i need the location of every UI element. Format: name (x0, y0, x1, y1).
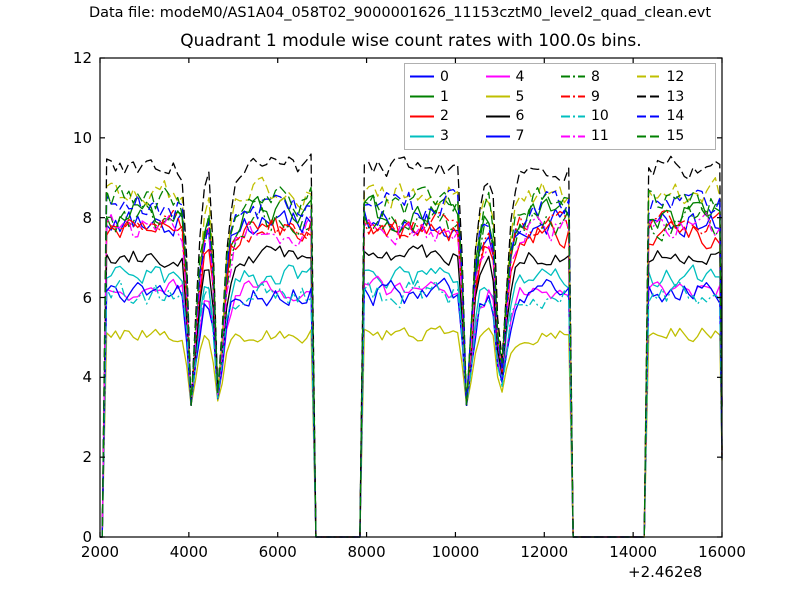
legend-label-6: 6 (515, 108, 525, 125)
y-tick-label: 12 (72, 49, 92, 67)
legend-item-7[interactable]: 7 (485, 126, 561, 146)
y-tick-label: 10 (72, 128, 92, 147)
legend-label-14: 14 (666, 108, 685, 125)
x-tick-label: 6000 (258, 543, 297, 561)
legend-item-3[interactable]: 3 (409, 126, 485, 146)
series-line-15 (100, 184, 723, 538)
x-tick-label: 2000 (80, 543, 120, 561)
legend-swatch-5 (485, 95, 510, 98)
legend-item-8[interactable]: 8 (560, 67, 636, 87)
series-line-5 (100, 325, 723, 538)
y-tick-label: 4 (82, 368, 92, 387)
legend-item-0[interactable]: 0 (409, 67, 485, 87)
series-line-4 (100, 275, 723, 538)
x-tick-label: 16000 (698, 543, 746, 561)
legend-label-5: 5 (515, 88, 525, 105)
legend-swatch-6 (485, 115, 510, 118)
series-line-12 (100, 176, 723, 538)
legend-item-12[interactable]: 12 (636, 67, 712, 87)
legend-label-13: 13 (666, 88, 685, 105)
legend-label-11: 11 (591, 128, 609, 145)
legend-label-7: 7 (515, 128, 525, 145)
legend-item-4[interactable]: 4 (485, 67, 561, 87)
series-line-13 (100, 153, 723, 538)
x-tick-label: 10000 (431, 543, 480, 561)
legend-item-6[interactable]: 6 (485, 107, 561, 127)
legend-label-10: 10 (591, 108, 609, 125)
data-file-label: Data file: modeM0/AS1A04_058T02_90000016… (88, 5, 712, 21)
legend-swatch-8 (561, 75, 585, 78)
x-tick-label: 12000 (520, 543, 569, 561)
series-line-3 (100, 264, 723, 538)
legend-item-13[interactable]: 13 (636, 87, 712, 107)
legend-swatch-7 (485, 135, 510, 138)
legend-label-8: 8 (591, 68, 600, 85)
x-tick-label: 4000 (169, 543, 208, 561)
legend[interactable]: 0 1 2 3 4 5 6 7 8 9 10 11 12 13 14 15 (404, 63, 716, 150)
legend-swatch-10 (561, 115, 585, 118)
series-line-10 (100, 279, 723, 538)
legend-item-10[interactable]: 10 (560, 107, 636, 127)
legend-label-1: 1 (440, 88, 449, 105)
legend-swatch-0 (410, 75, 434, 78)
x-tick-label: 14000 (609, 543, 657, 561)
legend-item-15[interactable]: 15 (636, 126, 712, 146)
legend-item-5[interactable]: 5 (485, 87, 561, 107)
legend-swatch-11 (561, 135, 585, 138)
x-tick-label: 8000 (347, 543, 386, 561)
legend-swatch-1 (410, 95, 434, 98)
legend-swatch-4 (485, 75, 510, 78)
legend-item-2[interactable]: 2 (409, 107, 485, 127)
y-tick-label: 6 (82, 288, 92, 307)
y-tick-label: 2 (82, 448, 92, 467)
legend-label-3: 3 (440, 128, 449, 145)
legend-item-1[interactable]: 1 (409, 87, 485, 107)
legend-swatch-3 (410, 135, 434, 138)
legend-item-9[interactable]: 9 (560, 87, 636, 107)
legend-swatch-14 (636, 115, 661, 118)
legend-label-9: 9 (591, 88, 600, 105)
legend-item-14[interactable]: 14 (636, 107, 712, 127)
y-tick-label: 0 (82, 528, 92, 546)
legend-swatch-2 (410, 115, 434, 118)
legend-swatch-9 (561, 95, 585, 98)
legend-label-15: 15 (666, 128, 685, 145)
legend-label-12: 12 (666, 68, 685, 85)
chart-title: Quadrant 1 module wise count rates with … (180, 31, 642, 51)
legend-label-2: 2 (440, 108, 449, 125)
legend-swatch-12 (636, 75, 661, 78)
y-tick-label: 8 (82, 208, 92, 227)
legend-swatch-15 (636, 135, 661, 138)
series-line-7 (100, 277, 723, 538)
legend-item-11[interactable]: 11 (560, 126, 636, 146)
legend-swatch-13 (636, 95, 661, 98)
legend-label-0: 0 (440, 68, 449, 85)
legend-label-4: 4 (515, 68, 525, 85)
x-axis-offset-text: +2.462e8 (628, 563, 703, 581)
